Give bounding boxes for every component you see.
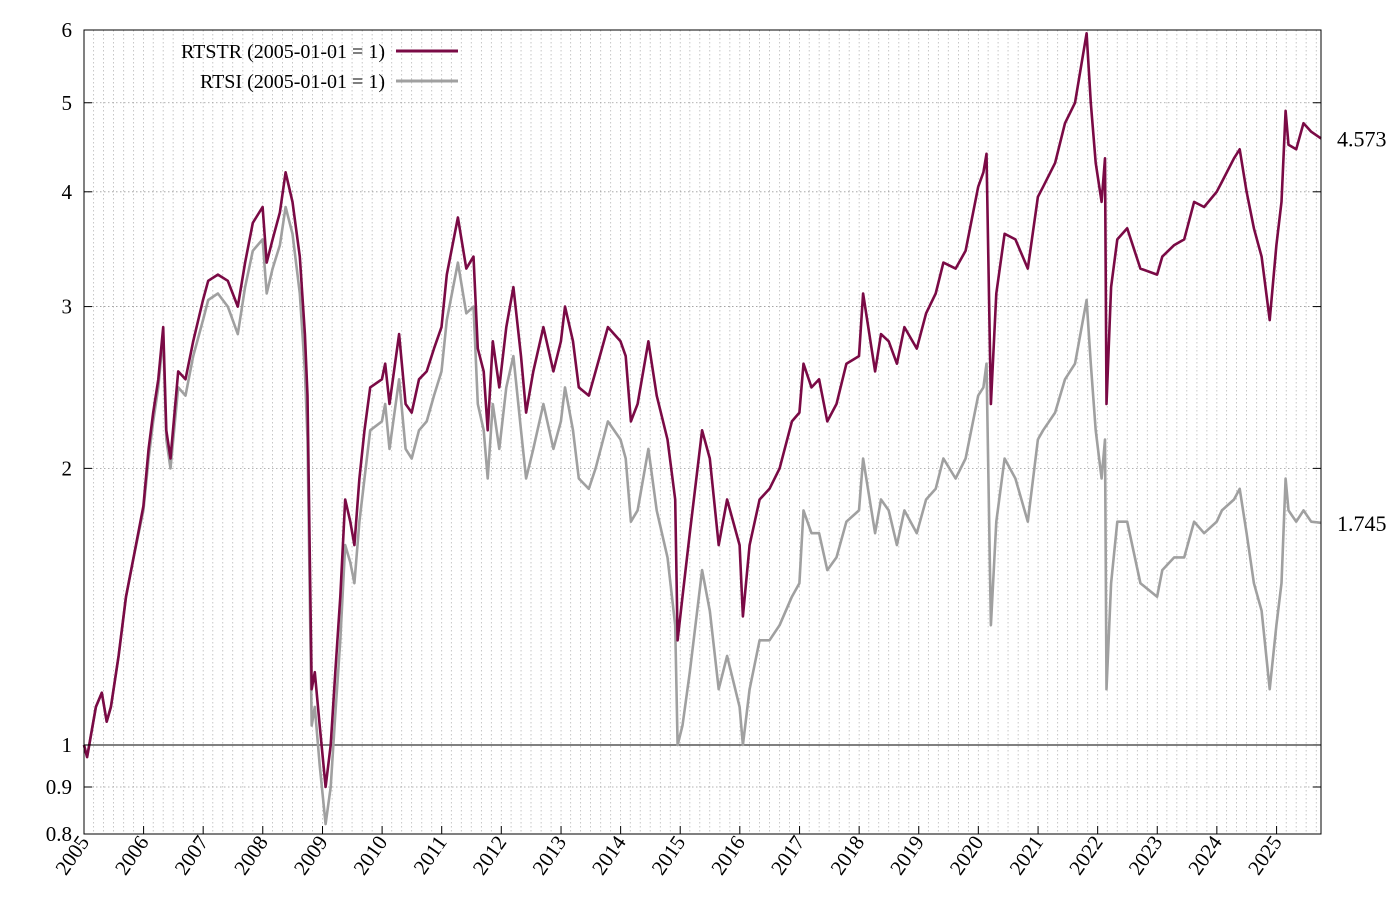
legend-label-rtstr: RTSTR (2005-01-01 = 1) xyxy=(181,41,385,63)
series-layer xyxy=(82,31,1322,826)
x-tick-label: 2006 xyxy=(110,831,154,879)
y-tick-label: 0.9 xyxy=(46,775,72,799)
x-tick-label: 2019 xyxy=(885,831,929,879)
x-tick-label: 2025 xyxy=(1243,831,1287,879)
legend-label-rtsi: RTSI (2005-01-01 = 1) xyxy=(200,71,385,93)
x-tick-label: 2009 xyxy=(289,831,333,879)
x-tick-label: 2021 xyxy=(1004,831,1048,879)
y-tick-label: 1 xyxy=(62,733,73,757)
x-tick-label: 2014 xyxy=(587,831,631,880)
y-tick-label: 2 xyxy=(62,456,73,480)
x-tick-label: 2023 xyxy=(1124,831,1168,879)
x-tick-label: 2013 xyxy=(527,831,571,879)
x-tick-label: 2017 xyxy=(766,831,810,879)
x-tick-label: 2015 xyxy=(647,831,691,879)
x-tick-label: 2011 xyxy=(408,831,451,879)
x-tick-label: 2012 xyxy=(468,831,512,879)
x-tick-label: 2020 xyxy=(945,831,989,879)
y-tick-label: 5 xyxy=(62,91,73,115)
legend: RTSTR (2005-01-01 = 1) RTSI (2005-01-01 … xyxy=(181,41,458,93)
x-tick-label: 2010 xyxy=(348,831,392,879)
x-tick-label: 2008 xyxy=(229,831,273,879)
y-tick-label: 4 xyxy=(62,180,73,204)
series-line-rtsi xyxy=(82,205,1322,826)
x-tick-label: 2007 xyxy=(170,831,214,879)
y-axis: 0.8 0.9 1 2 3 4 5 6 xyxy=(46,18,1321,846)
y-tick-label: 6 xyxy=(62,18,73,42)
plot-frame xyxy=(83,29,1322,835)
end-labels: 4.573 1.745 xyxy=(1337,126,1387,535)
x-tick-label: 2022 xyxy=(1064,831,1108,879)
x-tick-label: 2016 xyxy=(706,831,750,879)
end-label-rtsi: 1.745 xyxy=(1337,511,1387,536)
series-line-rtstr xyxy=(82,31,1322,789)
end-label-rtstr: 4.573 xyxy=(1337,126,1387,151)
y-tick-label: 3 xyxy=(62,295,73,319)
y-tick-label: 0.8 xyxy=(46,822,72,846)
x-tick-label: 2018 xyxy=(825,831,869,879)
x-tick-label: 2024 xyxy=(1183,831,1227,880)
